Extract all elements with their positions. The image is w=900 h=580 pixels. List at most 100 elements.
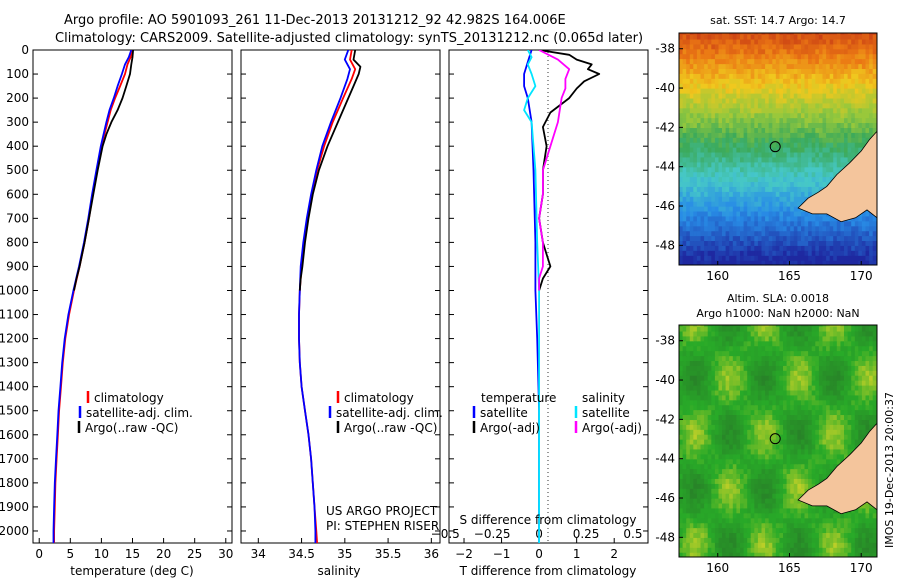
map-cell	[865, 53, 870, 60]
map-cell	[754, 196, 759, 202]
map-cell	[718, 53, 723, 60]
map-cell	[732, 245, 737, 251]
map-cell	[729, 498, 734, 504]
map-cell	[679, 409, 684, 416]
map-cell	[765, 215, 770, 222]
map-cell	[797, 34, 802, 40]
map-cell	[704, 532, 709, 538]
map-cell	[833, 429, 838, 435]
map-cell	[811, 250, 816, 256]
map-cell	[736, 512, 741, 519]
map-cell	[732, 156, 737, 163]
map-cell	[783, 186, 788, 192]
map-cell	[743, 532, 748, 538]
map-cell	[801, 443, 806, 450]
map-cell	[861, 53, 867, 60]
map-cell	[829, 58, 834, 65]
map-cell	[714, 399, 720, 406]
map-cell	[786, 63, 791, 70]
map-cell	[747, 512, 752, 519]
map-cell	[689, 78, 694, 84]
map-cell	[740, 458, 745, 465]
map-cell	[858, 414, 863, 421]
map-cell	[808, 240, 813, 246]
map-cell	[725, 240, 730, 246]
map-cell	[786, 414, 791, 421]
map-cell	[732, 547, 737, 553]
map-cell	[847, 434, 852, 440]
map-cell	[815, 527, 820, 534]
map-cell	[840, 439, 845, 445]
map-cell	[783, 68, 788, 74]
map-cell	[707, 102, 712, 109]
map-cell	[725, 414, 730, 421]
map-cell	[783, 132, 788, 138]
map-cell	[790, 48, 795, 55]
map-cell	[790, 453, 795, 460]
map-cell	[790, 43, 795, 50]
map-cell	[851, 414, 856, 421]
map-cell	[718, 424, 723, 430]
map-cell	[779, 176, 784, 183]
map-cell	[754, 132, 759, 138]
map-cell	[704, 93, 709, 99]
map-cell	[790, 171, 795, 178]
map-cell	[718, 488, 723, 494]
map-cell	[768, 429, 773, 435]
map-cell	[714, 186, 720, 192]
map-cell	[811, 419, 816, 425]
map-cell	[754, 151, 759, 158]
map-cell	[840, 542, 845, 548]
map-cell	[858, 102, 863, 109]
map-cell	[872, 68, 877, 74]
map-cell	[743, 245, 748, 251]
map-cell	[801, 117, 806, 124]
map-cell	[761, 147, 766, 153]
map-cell	[826, 255, 831, 261]
map-cell	[693, 483, 698, 489]
map-cell	[740, 488, 745, 494]
map-cell	[761, 137, 766, 143]
map-cell	[818, 240, 824, 246]
map-cell	[765, 498, 770, 504]
map-cell	[747, 93, 752, 99]
map-cell	[768, 414, 773, 421]
map-cell	[761, 512, 766, 519]
map-cell	[757, 522, 763, 529]
map-cell	[711, 507, 716, 514]
map-cell	[768, 458, 773, 465]
map-cell	[725, 512, 730, 519]
map-cell	[761, 522, 766, 529]
map-cell	[707, 240, 712, 246]
map-cell	[707, 33, 712, 35]
map-cell	[801, 389, 806, 396]
map-cell	[686, 260, 691, 265]
map-cell	[818, 414, 824, 421]
map-cell	[840, 112, 845, 119]
map-cell	[743, 240, 748, 246]
x-tick-label: 34.5	[288, 547, 315, 561]
map-cell	[844, 380, 849, 386]
map-cell	[689, 424, 694, 430]
map-cell	[865, 527, 870, 534]
map-cell	[797, 385, 802, 391]
map-cell	[783, 463, 788, 470]
map-cell	[865, 132, 870, 138]
map-cell	[851, 137, 856, 143]
map-cell	[808, 176, 813, 183]
map-cell	[750, 137, 755, 143]
map-cell	[740, 38, 745, 45]
map-cell	[732, 220, 737, 227]
map-cell	[793, 448, 798, 455]
map-cell	[725, 473, 730, 479]
map-cell	[847, 537, 852, 543]
map-cell	[811, 171, 816, 178]
map-cell	[826, 171, 831, 178]
map-cell	[696, 380, 702, 386]
map-cell	[768, 483, 773, 489]
map-cell	[872, 235, 877, 242]
map-cell	[718, 537, 723, 543]
map-cell	[869, 43, 874, 50]
map-cell	[818, 107, 824, 114]
y-tick-label: 1000	[0, 283, 29, 297]
